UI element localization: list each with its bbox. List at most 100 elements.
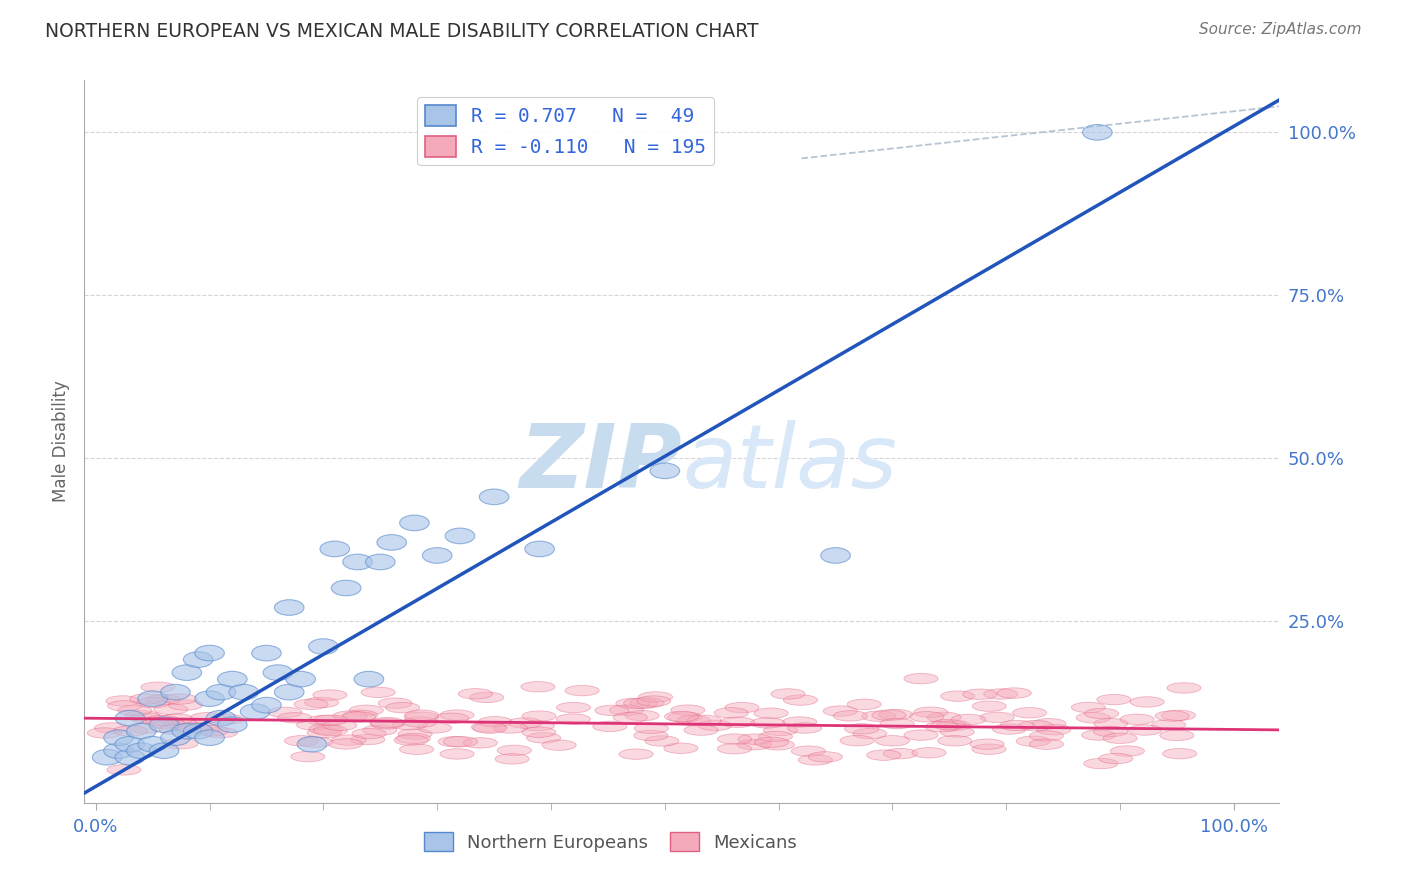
- Ellipse shape: [274, 599, 304, 615]
- Ellipse shape: [342, 712, 375, 723]
- Ellipse shape: [366, 554, 395, 570]
- Ellipse shape: [783, 695, 817, 706]
- Ellipse shape: [343, 710, 378, 721]
- Ellipse shape: [307, 728, 342, 738]
- Ellipse shape: [938, 736, 972, 746]
- Ellipse shape: [470, 692, 503, 703]
- Ellipse shape: [278, 713, 312, 723]
- Ellipse shape: [332, 580, 361, 596]
- Ellipse shape: [399, 744, 433, 755]
- Ellipse shape: [524, 541, 554, 557]
- Ellipse shape: [761, 739, 794, 750]
- Ellipse shape: [333, 711, 367, 722]
- Ellipse shape: [880, 718, 914, 729]
- Ellipse shape: [839, 735, 875, 746]
- Ellipse shape: [904, 673, 938, 684]
- Ellipse shape: [1083, 125, 1112, 140]
- Ellipse shape: [370, 719, 405, 729]
- Ellipse shape: [630, 698, 664, 708]
- Ellipse shape: [405, 712, 439, 723]
- Ellipse shape: [720, 717, 755, 728]
- Ellipse shape: [343, 554, 373, 570]
- Ellipse shape: [717, 744, 751, 754]
- Ellipse shape: [688, 715, 721, 725]
- Text: NORTHERN EUROPEAN VS MEXICAN MALE DISABILITY CORRELATION CHART: NORTHERN EUROPEAN VS MEXICAN MALE DISABI…: [45, 22, 759, 41]
- Ellipse shape: [1076, 713, 1111, 723]
- Ellipse shape: [159, 724, 193, 735]
- Ellipse shape: [183, 723, 212, 739]
- Ellipse shape: [458, 689, 492, 699]
- Ellipse shape: [107, 700, 142, 711]
- Ellipse shape: [668, 712, 702, 723]
- Ellipse shape: [418, 723, 451, 733]
- Ellipse shape: [314, 725, 347, 736]
- Ellipse shape: [914, 707, 948, 717]
- Ellipse shape: [1084, 708, 1119, 719]
- Text: atlas: atlas: [682, 420, 897, 507]
- Ellipse shape: [309, 724, 343, 734]
- Ellipse shape: [218, 672, 247, 687]
- Text: ZIP: ZIP: [519, 420, 682, 507]
- Ellipse shape: [714, 707, 748, 718]
- Ellipse shape: [541, 740, 576, 750]
- Ellipse shape: [1029, 731, 1063, 741]
- Ellipse shape: [993, 723, 1026, 734]
- Ellipse shape: [240, 704, 270, 720]
- Ellipse shape: [717, 734, 752, 744]
- Ellipse shape: [195, 690, 225, 706]
- Ellipse shape: [751, 718, 785, 728]
- Ellipse shape: [770, 689, 806, 699]
- Ellipse shape: [754, 708, 789, 718]
- Ellipse shape: [378, 698, 412, 708]
- Ellipse shape: [1161, 710, 1195, 721]
- Ellipse shape: [1000, 721, 1035, 731]
- Ellipse shape: [619, 749, 654, 759]
- Ellipse shape: [479, 489, 509, 505]
- Ellipse shape: [808, 752, 842, 762]
- Ellipse shape: [952, 714, 986, 724]
- Ellipse shape: [304, 698, 339, 707]
- Ellipse shape: [314, 690, 347, 700]
- Ellipse shape: [862, 711, 896, 722]
- Ellipse shape: [141, 682, 174, 692]
- Ellipse shape: [879, 709, 912, 720]
- Ellipse shape: [1032, 719, 1066, 729]
- Ellipse shape: [931, 719, 966, 730]
- Ellipse shape: [440, 710, 474, 720]
- Ellipse shape: [146, 694, 180, 705]
- Ellipse shape: [107, 764, 141, 775]
- Ellipse shape: [94, 723, 128, 733]
- Ellipse shape: [738, 734, 772, 744]
- Ellipse shape: [1111, 746, 1144, 756]
- Ellipse shape: [398, 729, 432, 739]
- Legend: Northern Europeans, Mexicans: Northern Europeans, Mexicans: [416, 825, 804, 859]
- Ellipse shape: [150, 718, 184, 729]
- Ellipse shape: [308, 715, 342, 726]
- Ellipse shape: [593, 722, 627, 731]
- Ellipse shape: [613, 713, 647, 723]
- Ellipse shape: [1160, 731, 1194, 740]
- Ellipse shape: [927, 712, 962, 723]
- Ellipse shape: [350, 734, 385, 745]
- Ellipse shape: [522, 711, 557, 722]
- Ellipse shape: [291, 751, 325, 762]
- Ellipse shape: [114, 726, 148, 736]
- Ellipse shape: [404, 717, 437, 727]
- Ellipse shape: [650, 463, 679, 479]
- Ellipse shape: [1036, 724, 1071, 735]
- Ellipse shape: [637, 696, 671, 706]
- Ellipse shape: [138, 690, 167, 706]
- Ellipse shape: [755, 737, 789, 747]
- Ellipse shape: [87, 728, 121, 739]
- Ellipse shape: [941, 691, 974, 701]
- Ellipse shape: [557, 702, 591, 713]
- Ellipse shape: [1121, 714, 1154, 724]
- Ellipse shape: [624, 698, 658, 708]
- Ellipse shape: [495, 754, 529, 764]
- Ellipse shape: [997, 688, 1032, 698]
- Ellipse shape: [472, 723, 508, 733]
- Ellipse shape: [195, 645, 225, 661]
- Ellipse shape: [394, 735, 429, 746]
- Ellipse shape: [405, 710, 439, 721]
- Ellipse shape: [799, 755, 832, 765]
